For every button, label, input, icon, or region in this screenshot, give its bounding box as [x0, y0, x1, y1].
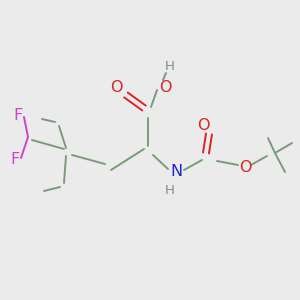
Text: F: F [11, 152, 20, 167]
Text: O: O [197, 118, 209, 134]
Text: O: O [110, 80, 122, 95]
Text: O: O [239, 160, 251, 175]
Text: H: H [165, 184, 175, 196]
Text: N: N [170, 164, 182, 179]
Text: O: O [159, 80, 171, 94]
Text: H: H [165, 59, 175, 73]
Text: F: F [14, 107, 22, 122]
